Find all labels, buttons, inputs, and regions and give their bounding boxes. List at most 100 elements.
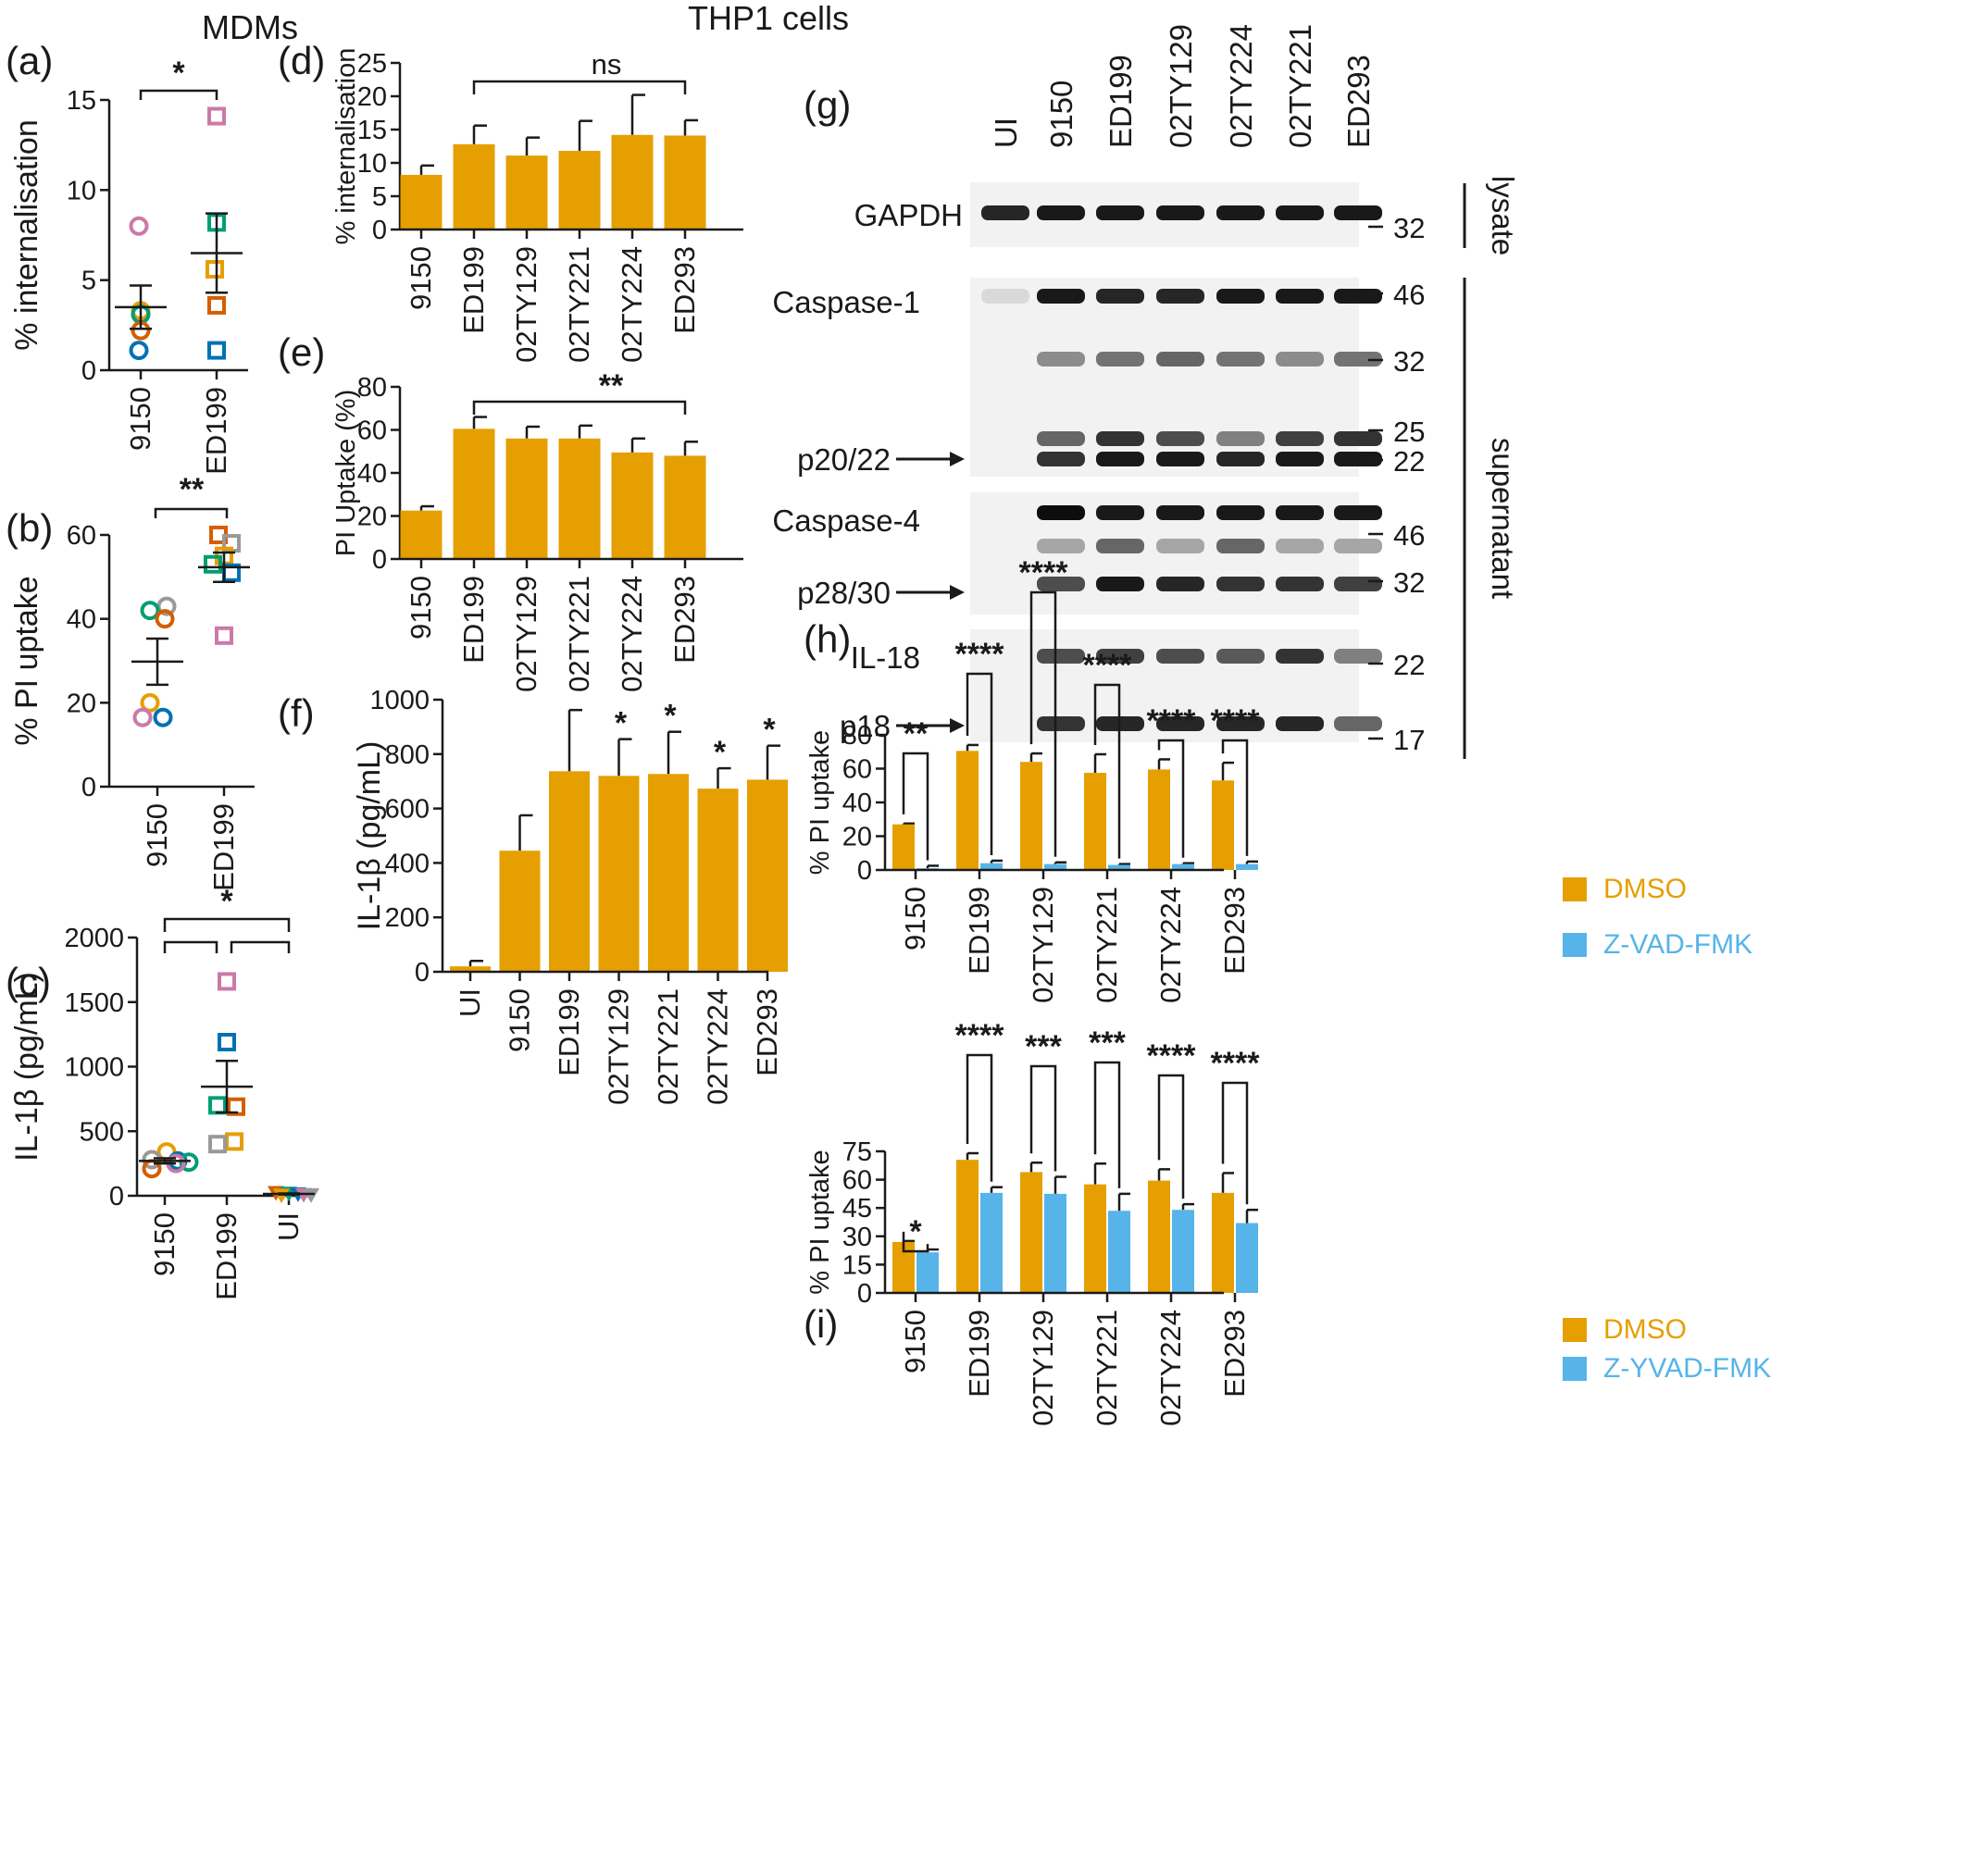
significance-label: **** [955,637,1005,672]
significance-bracket [230,940,291,953]
significance-bracket [163,940,218,953]
data-point [215,626,233,645]
bar-ED293 [747,779,788,972]
bar-Z-YVAD-FMK-02TY221 [1108,1211,1130,1293]
x-tick-label: UI [454,988,486,1017]
y-tick-label: 80 [357,373,387,403]
legend-swatch-DMSO [1563,877,1587,901]
blot-band [1334,431,1382,446]
data-point [225,1132,243,1151]
data-point [218,972,236,991]
y-tick-label: 20 [842,823,872,852]
data-point [156,596,177,616]
bar-02TY129 [505,438,548,559]
bar-9150 [400,174,443,230]
panel-label-g: (g) [804,83,851,127]
panel-label-a: (a) [6,39,53,82]
data-point [208,1096,227,1115]
blot-band [1156,505,1204,520]
bar-DMSO-ED293 [1212,1192,1234,1293]
x-tick-label: ED293 [751,988,783,1076]
bar-DMSO-02TY129 [1020,762,1042,870]
x-tick-label: 9150 [405,246,437,310]
y-tick-label: 60 [842,755,872,785]
lane-label: 02TY129 [1164,24,1198,148]
blot-arrow-head [950,452,965,466]
y-tick-label: 20 [357,82,387,112]
y-tick-label: 400 [385,849,430,878]
y-tick-label: 1000 [64,1053,124,1083]
mw-marker-label: 25 [1393,416,1425,448]
bar-ED199 [453,143,495,230]
blot-band [1156,649,1204,664]
bar-9150 [499,851,541,972]
blot-band [1276,539,1324,553]
mw-marker-label: 46 [1393,519,1425,552]
significance-label: * [172,56,185,91]
blot-band [1096,649,1144,664]
significance-label: **** [1211,1046,1261,1081]
bar-DMSO-02TY224 [1148,769,1170,870]
blot-band [1334,649,1382,664]
x-tick-label: 02TY224 [1154,887,1187,1003]
blot-band [1216,289,1265,304]
significance-bracket [1093,1061,1121,1188]
data-point [132,707,153,727]
lane-label: 02TY224 [1224,24,1258,148]
significance-label: ** [904,716,929,752]
y-tick-label: 15 [357,116,387,145]
blot-band [1096,452,1144,466]
significance-bracket [1093,683,1121,859]
x-tick-label: 9150 [899,1310,931,1373]
y-tick-label: 30 [842,1223,872,1252]
data-point [204,554,222,574]
legend-label-DMSO: DMSO [1603,874,1687,904]
bar-DMSO-ED199 [956,1160,979,1293]
bar-DMSO-ED199 [956,751,979,870]
blot-arrow-head [950,585,965,600]
x-tick-label: ED199 [553,988,585,1076]
y-tick-label: 75 [842,1137,872,1167]
x-tick-label: ED293 [1218,887,1251,975]
data-point [129,216,149,236]
blot-band [1216,205,1265,220]
significance-bracket [1221,1081,1249,1205]
bar-02TY224 [697,789,739,972]
y-tick-label: 0 [109,1182,124,1211]
blot-band [1096,289,1144,304]
blot-band [1334,205,1382,220]
blot-band [1156,289,1204,304]
blot-band [981,205,1029,220]
x-tick-label: UI [272,1212,305,1241]
bar-DMSO-02TY129 [1020,1172,1042,1293]
significance-bracket [902,1231,929,1253]
blot-band [1156,716,1204,731]
x-tick-label: ED293 [668,576,701,664]
mw-marker-label: 17 [1393,724,1425,756]
blot-band [1156,539,1204,553]
bar-Z-VAD-FMK-02TY224 [1172,863,1194,870]
panel-label-h: (h) [804,617,851,661]
panel-label-d: (d) [278,39,325,82]
y-tick-label: 60 [357,416,387,446]
blot-arrow-label: p28/30 [797,576,891,610]
blot-band [1276,649,1324,664]
blot-band [1156,577,1204,591]
bar-Z-YVAD-FMK-02TY129 [1044,1193,1066,1293]
significance-label: *** [1089,1025,1126,1061]
significance-bracket [966,1053,993,1182]
data-point [206,259,224,279]
blot-band [1037,289,1085,304]
blot-band [1216,539,1265,553]
lane-label: 02TY221 [1283,24,1317,148]
y-axis-title: IL-1β (pg/mL) [352,741,387,931]
significance-bracket [472,80,687,94]
x-tick-label: ED199 [210,1212,243,1300]
significance-bracket [902,752,929,861]
side-label-supernatant: supernatant [1486,438,1520,599]
bar-02TY129 [505,155,548,230]
blot-band [1216,649,1265,664]
panel-label-b: (b) [6,506,53,550]
